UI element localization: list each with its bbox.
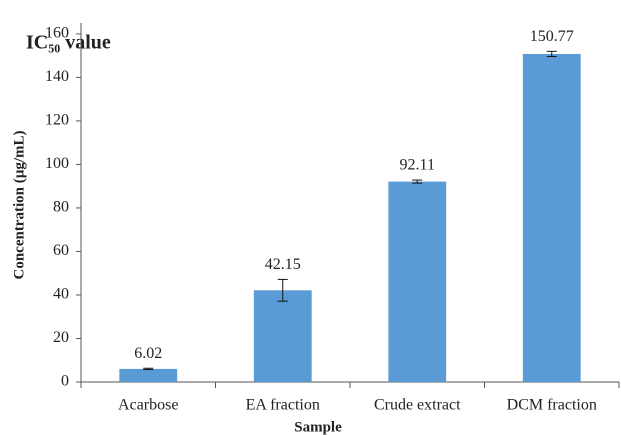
data-label: 42.15	[265, 256, 301, 273]
data-label: 150.77	[530, 28, 574, 45]
data-label: 92.11	[400, 157, 435, 174]
y-tick-label: 0	[61, 373, 69, 390]
chart-title: IC₅₀ value	[26, 32, 111, 54]
y-tick-label: 20	[53, 329, 69, 346]
bar	[522, 53, 581, 382]
x-tick-label: DCM fraction	[507, 397, 597, 414]
y-tick-label: 60	[53, 242, 69, 259]
y-tick-label: 160	[45, 25, 69, 42]
bar	[253, 290, 312, 382]
y-axis-label: Concentration (µg/mL)	[11, 130, 27, 279]
y-tick-label: 120	[45, 112, 69, 129]
data-label: 6.02	[134, 345, 162, 362]
y-tick-label: 80	[53, 199, 69, 216]
y-tick-label: 100	[45, 155, 69, 172]
x-tick-label: Acarbose	[118, 397, 178, 414]
x-axis-label: Sample	[294, 419, 342, 435]
x-tick-label: Crude extract	[374, 397, 461, 414]
y-tick-label: 40	[53, 286, 69, 303]
x-tick-label: EA fraction	[246, 397, 320, 414]
bar	[388, 181, 447, 382]
bar	[119, 368, 178, 382]
y-tick-label: 140	[45, 68, 69, 85]
